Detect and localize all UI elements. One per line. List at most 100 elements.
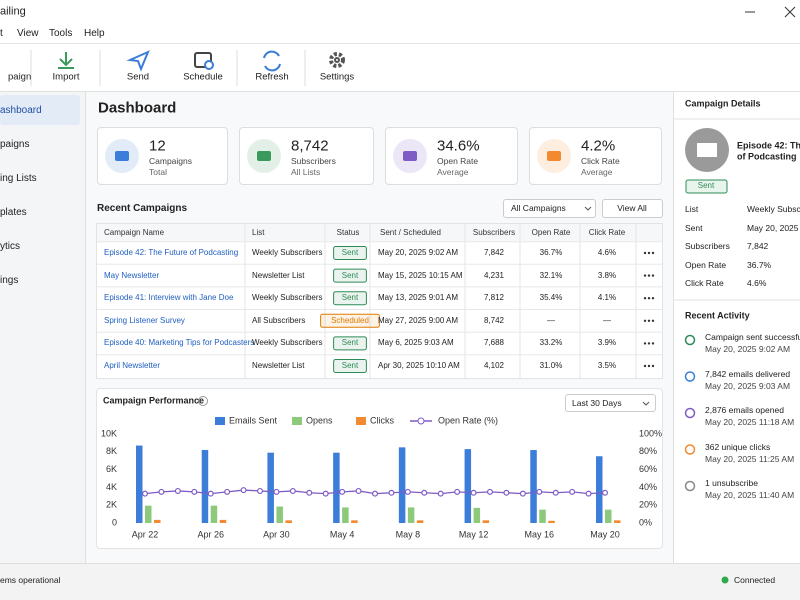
toolbar-button[interactable]: Import xyxy=(52,71,80,83)
activity-icon xyxy=(684,334,696,346)
toolbar-separators xyxy=(30,50,306,86)
range-dropdown[interactable] xyxy=(565,394,656,412)
menu-item[interactable]: Help xyxy=(84,28,105,39)
column-header: List xyxy=(252,228,265,237)
nav-item[interactable]: ashboard xyxy=(0,105,42,116)
row-menu-dot xyxy=(643,274,647,277)
row-menu-dot xyxy=(651,364,655,368)
bar xyxy=(136,445,143,523)
info-icon[interactable] xyxy=(198,396,208,406)
avatar-icon xyxy=(697,143,717,157)
table-cell: 3.9% xyxy=(597,338,617,348)
line-point xyxy=(142,490,149,497)
table-cell: 4.1% xyxy=(597,293,617,303)
table-cell: Scheduled xyxy=(331,315,369,325)
card-icon xyxy=(547,151,561,161)
table-cell: Newsletter List xyxy=(252,270,305,280)
campaign-link[interactable]: Episode 41: Interview with Jane Doe xyxy=(104,293,234,303)
campaign-link[interactable]: Episode 40: Marketing Tips for Podcaster… xyxy=(104,338,255,348)
table-cell: 7,842 xyxy=(483,248,504,257)
table-cell: 7,812 xyxy=(483,293,504,303)
bar xyxy=(464,449,472,523)
close-icon[interactable] xyxy=(784,6,796,18)
activity-text: 2,876 emails opened xyxy=(705,404,784,415)
activity-time: May 20, 2025 11:40 AM xyxy=(705,489,795,500)
table-cell: Weekly Subscribers xyxy=(252,293,323,303)
stat-value: 4.2% xyxy=(581,137,616,155)
table-cell: Newsletter List xyxy=(252,361,305,370)
table-cell: — xyxy=(547,315,555,325)
detail-value: 36.7% xyxy=(747,259,772,270)
activity-time: May 20, 2025 11:18 AM xyxy=(705,416,795,427)
line-point xyxy=(454,488,461,495)
bar xyxy=(201,450,209,523)
campaign-link[interactable]: Spring Listener Survey xyxy=(104,315,185,325)
view-all-button[interactable] xyxy=(602,199,663,218)
filter-dropdown[interactable] xyxy=(503,199,596,218)
window-title: ailing xyxy=(0,5,26,18)
menu-item[interactable]: View xyxy=(17,28,39,39)
legend-swatch xyxy=(356,417,366,425)
bar xyxy=(267,452,274,523)
row-menu-dot xyxy=(647,342,651,345)
nav-item[interactable]: ings xyxy=(0,275,19,286)
column-header: Click Rate xyxy=(588,228,626,237)
stat-label: Subscribers xyxy=(291,155,336,166)
table-cell: Apr 30, 2025 10:10 AM xyxy=(378,361,460,370)
legend-label: Opens xyxy=(306,415,333,425)
toolbar-button[interactable]: Refresh xyxy=(255,71,289,83)
status-badge xyxy=(333,268,367,283)
stat-label: Click Rate xyxy=(581,155,620,166)
toolbar-button[interactable]: Schedule xyxy=(183,71,223,83)
stat-label: Open Rate xyxy=(437,155,479,166)
table-cell: Weekly Subscribers xyxy=(252,338,323,348)
card-icon xyxy=(403,151,417,161)
stat-value: 34.6% xyxy=(437,137,480,155)
menu-item[interactable]: t xyxy=(0,28,3,39)
row-menu-dot xyxy=(651,342,655,345)
toolbar-button[interactable]: Settings xyxy=(319,71,355,83)
line-point xyxy=(191,488,198,495)
sidebar-active xyxy=(0,95,80,125)
line-point xyxy=(372,490,379,497)
x-tick-label: May 20 xyxy=(590,529,620,539)
line-point xyxy=(355,487,362,494)
x-tick-label: Apr 22 xyxy=(132,529,159,539)
activity-time: May 20, 2025 9:03 AM xyxy=(705,380,791,391)
bar xyxy=(210,505,218,523)
campaign-link[interactable]: April Newsletter xyxy=(104,361,161,370)
line-point xyxy=(158,488,165,495)
bar xyxy=(285,520,292,523)
filter-dropdown-text[interactable]: All Campaigns xyxy=(511,202,566,213)
nav-item[interactable]: paigns xyxy=(0,139,30,150)
menu-item[interactable]: Tools xyxy=(49,28,73,39)
table-cell: All Subscribers xyxy=(252,315,306,325)
view-all-text[interactable]: View All xyxy=(617,202,647,213)
detail-label: Subscribers xyxy=(685,240,730,251)
stat-sub: All Lists xyxy=(291,166,321,177)
line-point xyxy=(388,489,395,496)
x-tick-label: May 8 xyxy=(396,529,421,539)
detail-value: 4.6% xyxy=(747,277,767,288)
range-dropdown-text[interactable]: Last 30 Days xyxy=(572,397,622,408)
line-point xyxy=(487,488,494,495)
nav-item[interactable]: ing Lists xyxy=(0,173,37,184)
detail-label: Click Rate xyxy=(685,277,724,288)
line-point xyxy=(470,489,477,496)
nav-item[interactable]: plates xyxy=(0,207,27,218)
table-cell: May 13, 2025 9:01 AM xyxy=(378,293,459,303)
row-menu-dot xyxy=(643,297,647,300)
toolbar-button[interactable]: Send xyxy=(126,71,150,83)
campaign-link[interactable]: Episode 42: The Future of Podcasting xyxy=(104,248,239,257)
line-point xyxy=(536,488,543,495)
campaign-link[interactable]: May Newsletter xyxy=(104,270,160,280)
menu-bar xyxy=(0,25,800,43)
activity-icon xyxy=(684,444,696,455)
toolbar-icons xyxy=(58,50,345,72)
table-cell: 35.4% xyxy=(539,293,563,303)
panel-title: Recent Activity xyxy=(685,310,750,321)
legend-swatch xyxy=(417,417,425,425)
table-cell: — xyxy=(603,315,611,325)
nav-item[interactable]: ytics xyxy=(0,241,20,252)
toolbar-button[interactable]: paign xyxy=(8,71,32,83)
